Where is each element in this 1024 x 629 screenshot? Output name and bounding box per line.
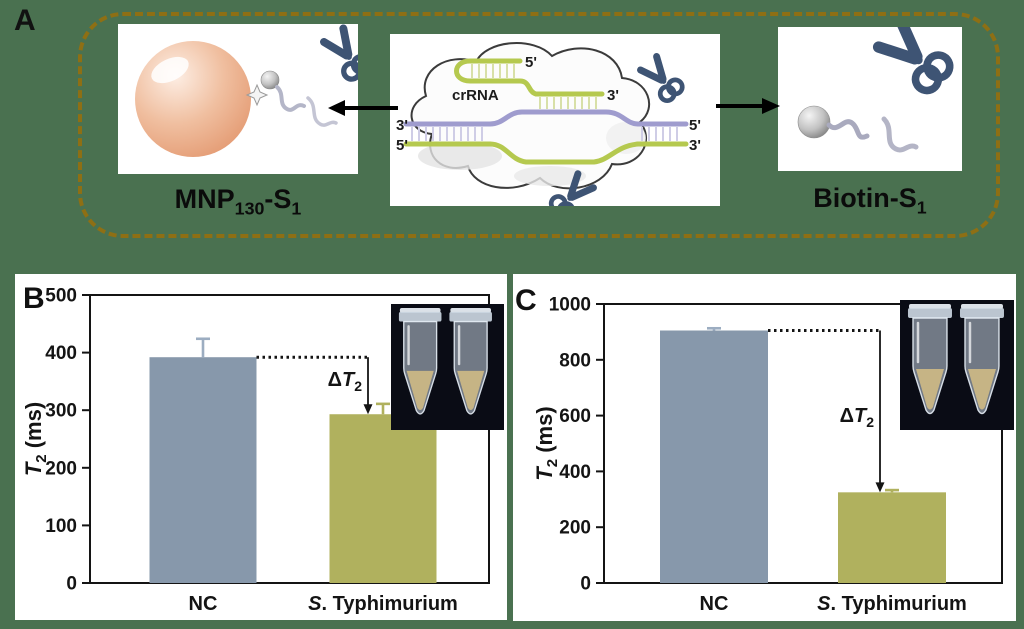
mnp-sphere	[135, 41, 251, 157]
tubes-photo-inset	[900, 300, 1014, 430]
y-axis-label: T2 (ms)	[532, 406, 561, 480]
delta-arrow-head	[363, 404, 373, 415]
mnp-s1-label: MNP130-S1	[118, 184, 358, 219]
bar-s-typhimurium	[838, 492, 946, 583]
left-5prime-label: 5'	[396, 137, 408, 154]
bar-nc	[149, 357, 257, 583]
cloud-shading	[418, 142, 502, 170]
delta-t2-label: ΔT2	[840, 405, 875, 430]
panel-b: B 0 100 200 300 400 500 T2 (ms) ΔT2 NC S. Typhimu…	[15, 274, 507, 620]
right-5prime-label: 5'	[689, 117, 701, 134]
crrna-base-pairs	[539, 97, 597, 109]
left-arrow	[328, 100, 398, 116]
right-3prime-label: 3'	[689, 137, 701, 154]
biotin-illustration	[778, 27, 962, 171]
crrna-3prime-label: 3'	[607, 87, 619, 104]
biotin-bead	[797, 105, 831, 139]
panel-c: C 0 200 400 600 800 1000 T2 (ms) ΔT2 NC S. Typhim…	[513, 274, 1016, 621]
mnp-illustration	[118, 24, 358, 174]
biotin-label-main: Biotin-S	[813, 183, 917, 213]
tube	[398, 308, 442, 415]
cloud-shading	[514, 166, 586, 186]
y-tick-label: 100	[45, 516, 77, 537]
base-pairs	[641, 127, 678, 141]
right-arrow	[716, 98, 780, 114]
y-tick-label: 300	[45, 401, 77, 422]
hairpin-base-pairs	[471, 64, 515, 78]
left-3prime-label: 3'	[396, 117, 408, 134]
mnp-label-sub2: 1	[291, 198, 302, 219]
dna-strand-squiggle	[275, 85, 306, 112]
x-category-label: NC	[700, 593, 729, 615]
x-category-label: NC	[189, 593, 218, 615]
mnp-label-sub: 130	[234, 198, 265, 219]
y-tick-label: 200	[559, 518, 591, 539]
y-tick-label: 200	[45, 458, 77, 479]
tube	[449, 308, 492, 415]
biotin-bead	[260, 70, 280, 90]
panel-c-letter: C	[515, 284, 537, 317]
chart-c-mount: 0 200 400 600 800 1000 T2 (ms) ΔT2 NC S. Typhimur…	[513, 274, 1016, 621]
tube	[959, 304, 1004, 415]
y-axis-label: T2 (ms)	[21, 402, 50, 476]
y-tick-label: 400	[559, 462, 591, 483]
scissors-icon	[313, 24, 358, 88]
y-tick-label: 1000	[549, 295, 591, 316]
y-tick-label: 800	[559, 350, 591, 371]
x-category-label: S. Typhimurium	[308, 593, 458, 615]
tube	[907, 304, 952, 415]
cas12a-illustration: crRNA 5' 3' 3' 5' 5' 3'	[390, 34, 720, 206]
biotin-label-sub: 1	[916, 197, 927, 218]
delta-t2-label: ΔT2	[328, 369, 363, 394]
y-tick-label: 0	[66, 574, 77, 595]
sparkle-icon	[245, 83, 269, 107]
dna-strand-squiggle	[826, 119, 870, 140]
panel-a-dashed-border	[78, 12, 1000, 238]
mnp-label-mid: -S	[264, 184, 292, 214]
cleaved-strand-squiggle	[306, 96, 338, 127]
scissors-icon	[863, 27, 962, 105]
bar-nc	[660, 330, 768, 583]
cleaved-strand-squiggle	[881, 116, 919, 153]
crrna-label: crRNA	[452, 87, 499, 104]
crrna-5prime-label: 5'	[525, 54, 537, 71]
chart-b-mount: 0 100 200 300 400 500 T2 (ms) ΔT2 NC S. Typhimuri…	[15, 274, 507, 620]
delta-arrow-head	[875, 482, 885, 493]
y-tick-label: 0	[580, 574, 591, 595]
crrna-hairpin	[454, 58, 539, 97]
sphere-highlight	[151, 56, 189, 84]
y-tick-label: 600	[559, 406, 591, 427]
target-strand-bubble	[487, 109, 641, 127]
panel-a-letter: A	[14, 4, 36, 37]
biotin-s1-label: Biotin-S1	[768, 183, 972, 218]
nontarget-strand-bubble	[487, 141, 641, 165]
y-tick-label: 500	[45, 286, 77, 307]
tubes-photo-inset	[391, 304, 504, 430]
x-category-label: S. Typhimurium	[817, 593, 967, 615]
base-pairs	[411, 127, 483, 141]
y-tick-label: 400	[45, 343, 77, 364]
bar-chart-panel-C: 0 200 400 600 800 1000 T2 (ms) ΔT2 NC S. Typhimur…	[532, 295, 1014, 615]
mnp-label-main: MNP	[174, 184, 235, 214]
bar-chart-panel-B: 0 100 200 300 400 500 T2 (ms) ΔT2 NC S. Typhimuri…	[21, 286, 504, 615]
bar-s-typhimurium	[329, 414, 437, 583]
panel-b-letter: B	[23, 282, 45, 315]
